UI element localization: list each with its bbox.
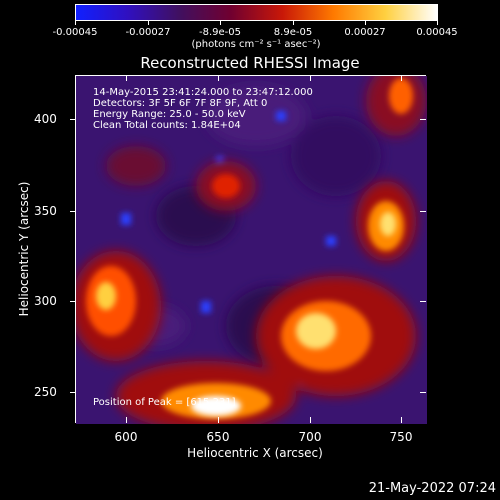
x-tick-label: 700 [298,430,322,444]
colorbar-tick [220,21,221,25]
x-tick [126,75,127,81]
x-tick [126,417,127,423]
x-tick [401,417,402,423]
colorbar-label: 8.9e-05 [273,27,313,38]
image-plot-area [75,75,427,424]
y-tick [420,119,426,120]
colorbar-tick [148,21,149,25]
x-tick-label: 600 [114,430,138,444]
detectors-annotation: Detectors: 3F 5F 6F 7F 8F 9F, Att 0 [93,98,268,109]
x-tick [310,75,311,81]
y-tick [70,392,76,393]
x-tick-label: 650 [206,430,230,444]
colorbar-label: 0.00027 [344,27,386,38]
colorbar-label: -8.9e-05 [199,27,241,38]
y-tick-label: 350 [34,204,57,218]
y-tick [70,301,76,302]
colorbar-tick [75,21,76,25]
clean-counts-annotation: Clean Total counts: 1.84E+04 [93,120,241,131]
plot-title: Reconstructed RHESSI Image [140,54,360,72]
x-tick [310,417,311,423]
colorbar-tick [437,21,438,25]
y-axis-title: Heliocentric Y (arcsec) [17,181,31,317]
colorbar-label: 0.00045 [416,27,458,38]
x-tick [218,75,219,81]
render-timestamp: 21-May-2022 07:24 [368,481,496,496]
colorbar-label: -0.00045 [52,27,98,38]
peak-position-annotation: Position of Peak = [615,231] [93,397,236,408]
energy-range-annotation: Energy Range: 25.0 - 50.0 keV [93,109,246,120]
colorbar-label: -0.00027 [125,27,171,38]
y-tick [70,211,76,212]
x-tick-label: 750 [389,430,413,444]
time-range-annotation: 14-May-2015 23:41:24.000 to 23:47:12.000 [93,87,313,98]
colorbar [75,4,438,21]
y-tick [420,301,426,302]
colorbar-tick [293,21,294,25]
x-tick [218,417,219,423]
x-tick [401,75,402,81]
y-tick [420,392,426,393]
y-tick-label: 300 [34,294,57,308]
y-tick-label: 400 [34,112,57,126]
y-tick-label: 250 [34,385,57,399]
x-axis-title: Heliocentric X (arcsec) [187,446,323,460]
colorbar-tick [365,21,366,25]
y-tick [70,119,76,120]
y-tick [420,211,426,212]
rhessi-heatmap [76,76,427,424]
colorbar-units: (photons cm⁻² s⁻¹ asec⁻²) [191,39,321,50]
